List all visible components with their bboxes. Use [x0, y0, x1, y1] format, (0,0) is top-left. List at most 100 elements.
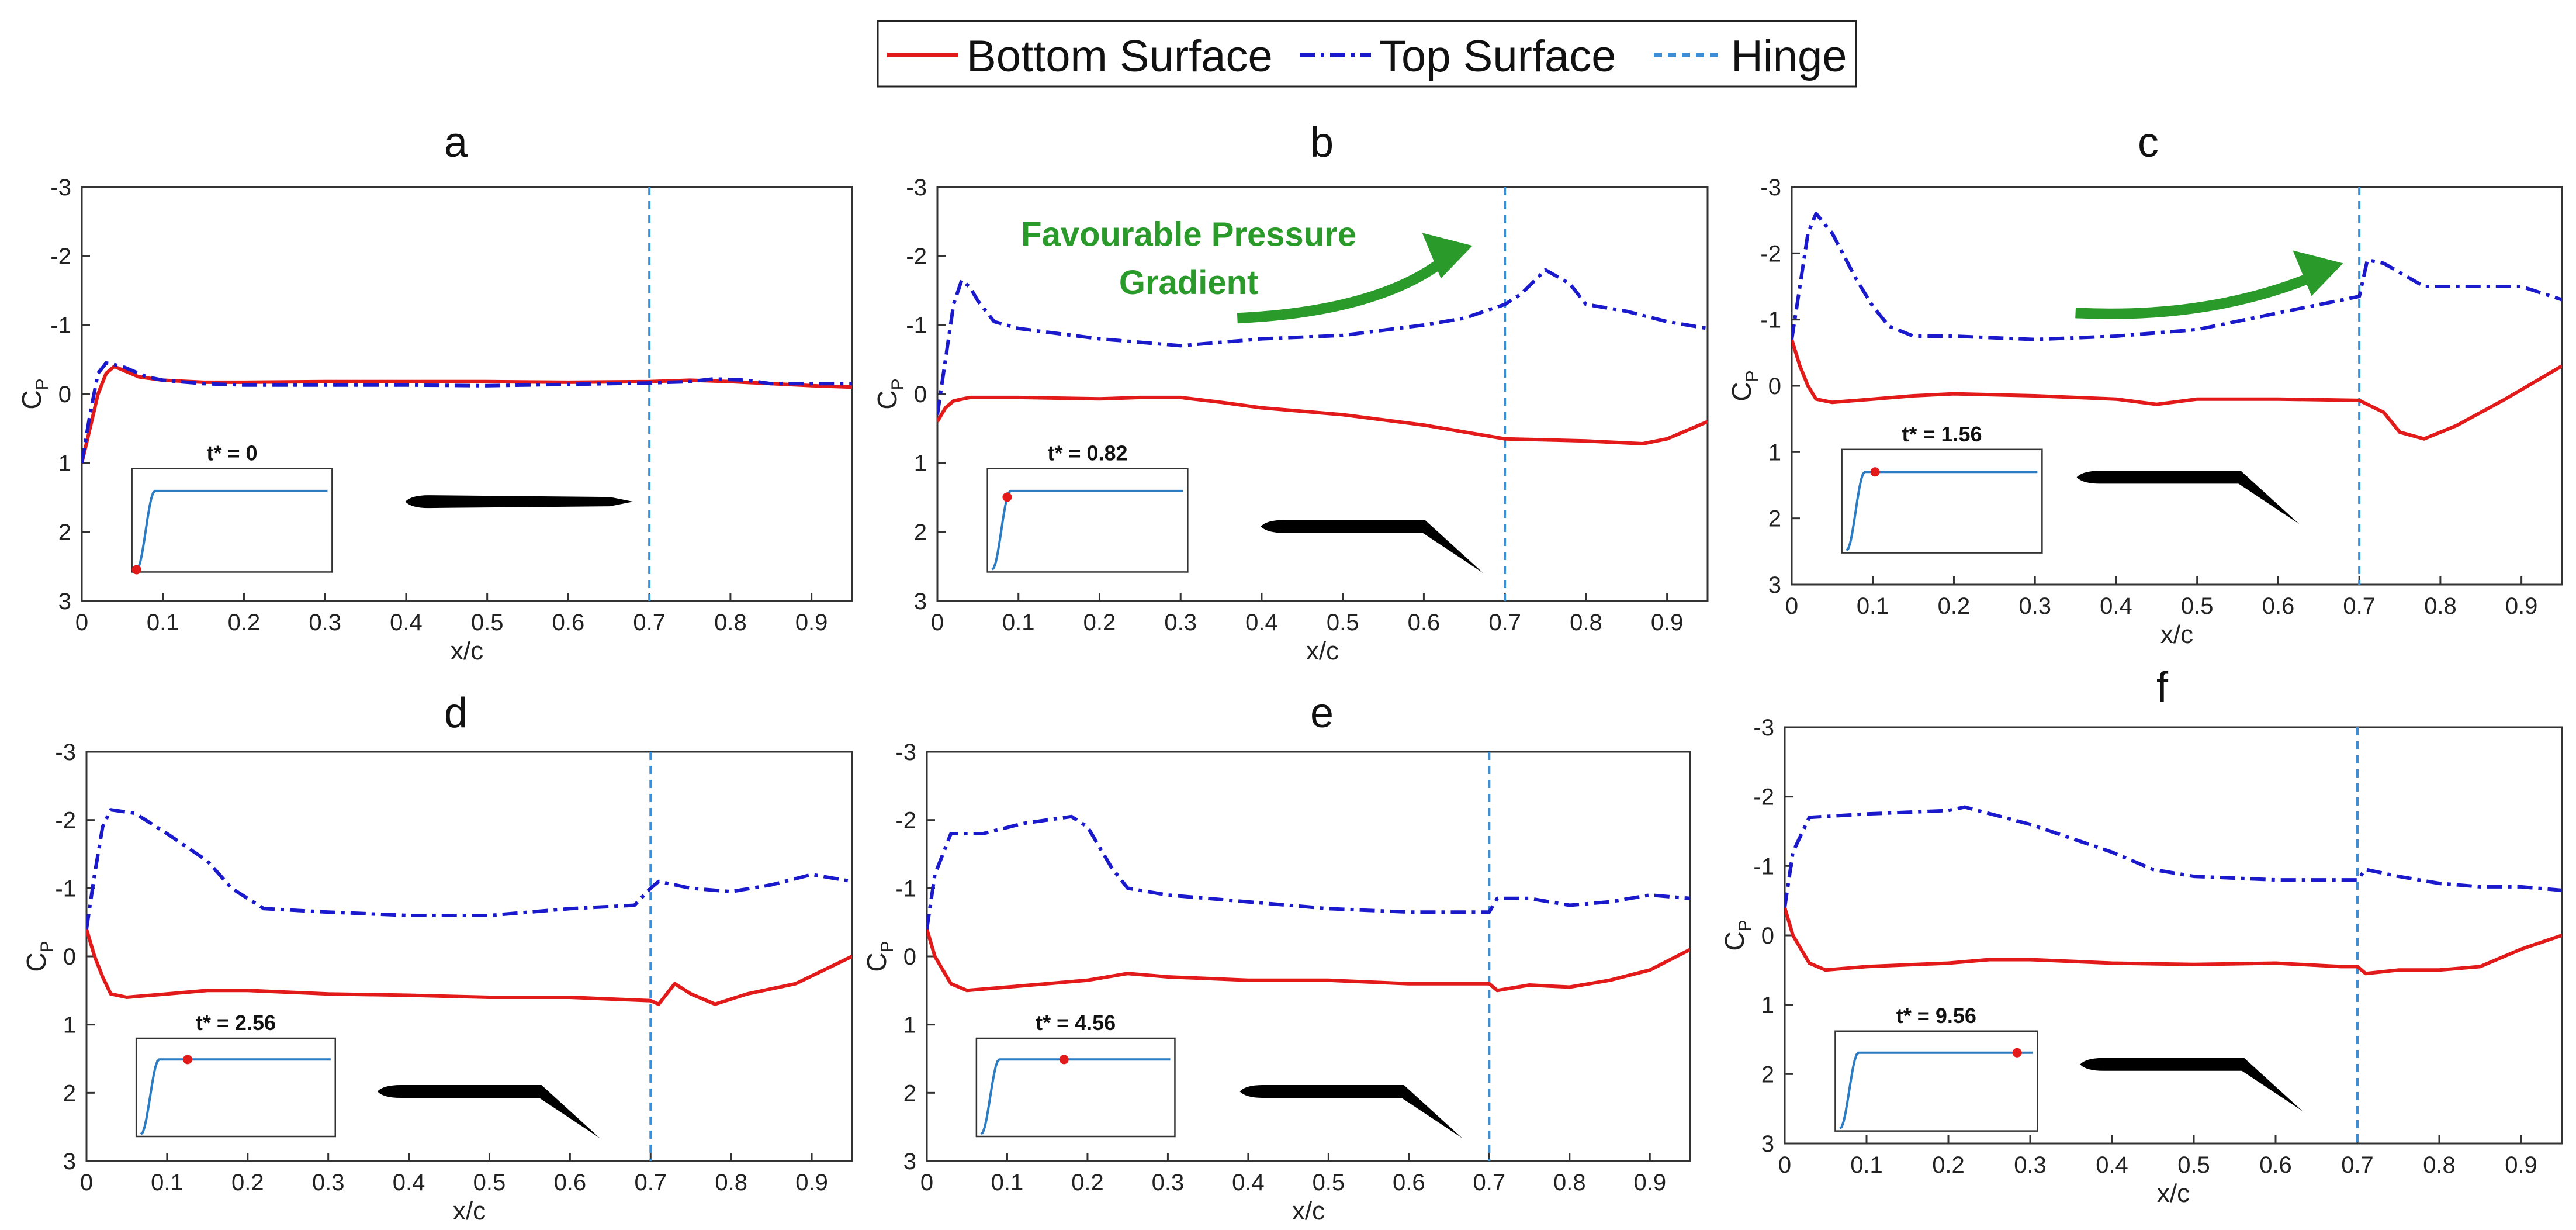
x-tick-label: 0.9	[1651, 610, 1684, 635]
x-tick-label: 0.1	[1002, 610, 1035, 635]
inset-frame	[1834, 1030, 2038, 1132]
airfoil-silhouette	[1261, 520, 1484, 573]
airfoil-silhouette	[1239, 1085, 1463, 1138]
x-tick-label: 0.9	[2505, 593, 2538, 619]
inset-curve	[1839, 1051, 2033, 1130]
y-tick-label: -1	[50, 313, 71, 338]
y-tick-label: -2	[55, 808, 76, 834]
y-tick-label: 1	[1761, 993, 1774, 1018]
y-tick-label: 0	[903, 944, 916, 970]
gradient-arrow-shaft	[2075, 269, 2322, 319]
x-tick-label: 0.7	[1473, 1170, 1506, 1196]
y-tick-label: -3	[906, 175, 927, 201]
inset-label: t* = 4.56	[1036, 1011, 1116, 1035]
subplot-title: c	[2138, 119, 2159, 166]
y-tick-label: 0	[63, 944, 76, 970]
series-bottom-surface	[937, 395, 1708, 445]
inset-frame	[131, 468, 333, 573]
x-tick-label: 0.5	[2177, 1152, 2210, 1178]
x-tick-label: 0.3	[2014, 1152, 2047, 1178]
legend-label-bottom-surface: Bottom Surface	[967, 32, 1273, 81]
x-tick-label: 0.1	[1857, 593, 1889, 619]
subplot-f: f 0 0.1 0.2 0.3 0.4 0.5 0.6 0.7 0.8 0.9 -3 -2 -1 0 1 2 3 x…	[1719, 664, 2563, 1208]
y-tick-label: -1	[55, 876, 76, 901]
x-tick-label: 0.4	[2100, 593, 2132, 619]
x-tick-label: 0.7	[2343, 593, 2376, 619]
inset-marker	[1059, 1055, 1069, 1065]
x-tick-label: 0.9	[795, 1170, 828, 1196]
inset-label: t* = 0	[206, 441, 257, 465]
x-tick-label: 0.4	[1245, 610, 1278, 635]
y-tick-label: -1	[1753, 854, 1774, 879]
airfoil-silhouette	[377, 1085, 600, 1138]
inset-label: t* = 1.56	[1902, 422, 1982, 446]
gradient-arrowhead	[1422, 233, 1473, 279]
subplot-title: d	[444, 690, 468, 737]
y-tick-label: 1	[63, 1013, 76, 1038]
x-tick-label: 0.8	[715, 1170, 747, 1196]
x-tick-label: 0.2	[231, 1170, 264, 1196]
inset-label: t* = 0.82	[1047, 441, 1127, 465]
x-tick-label: 0	[1778, 1152, 1791, 1178]
series-top-surface	[1792, 212, 2562, 341]
x-tick-label: 0.4	[393, 1170, 425, 1196]
y-tick-label: 1	[1768, 440, 1781, 465]
x-tick-label: 0.4	[1232, 1170, 1265, 1196]
x-tick-label: 0.5	[473, 1170, 506, 1196]
subplot-b: b 0 0.1 0.2 0.3 0.4 0.5 0.6 0.7 0.8 0.9 -3 -2 -1 0 1 2 3 x…	[872, 119, 1709, 665]
y-tick-label: -2	[1760, 241, 1781, 267]
y-tick-label: -3	[895, 740, 916, 765]
subplot-title: b	[1310, 119, 1334, 166]
subplot-a: a 0 0.1 0.2 0.3 0.4 0.5 0.6 0.7 0.8 0.9 -3 -2 -1 0 1 2 3 x…	[16, 119, 853, 665]
inset-marker	[1870, 467, 1880, 477]
x-tick-label: 0.7	[633, 610, 666, 635]
legend-label-hinge: Hinge	[1731, 32, 1847, 81]
x-tick-label: 0.6	[552, 610, 585, 635]
y-tick-label: 3	[1761, 1131, 1774, 1157]
y-tick-label: 3	[1768, 572, 1781, 598]
y-tick-label: -3	[1760, 175, 1781, 201]
x-tick-label: 0.6	[1393, 1170, 1425, 1196]
x-axis-label: x/c	[2160, 620, 2193, 649]
y-tick-label: 0	[1761, 923, 1774, 949]
x-axis-label: x/c	[1306, 637, 1339, 665]
x-tick-label: 0.5	[471, 610, 504, 635]
inset-marker	[1002, 492, 1012, 502]
x-tick-label: 0	[931, 610, 944, 635]
x-axis-label: x/c	[453, 1197, 486, 1225]
y-tick-label: -2	[895, 808, 916, 834]
series-bottom-surface	[927, 928, 1690, 993]
x-tick-label: 0.4	[2096, 1152, 2128, 1178]
y-tick-label: 2	[1761, 1062, 1774, 1087]
subplot-title: a	[444, 119, 468, 166]
x-tick-label: 0.3	[309, 610, 341, 635]
x-tick-label: 0.9	[795, 610, 828, 635]
gradient-arrowhead	[2293, 250, 2343, 296]
x-tick-label: 0.9	[2505, 1152, 2537, 1178]
x-tick-label: 0.6	[554, 1170, 587, 1196]
inset-curve	[136, 489, 328, 571]
x-tick-label: 0.8	[1553, 1170, 1586, 1196]
series-bottom-surface	[1792, 338, 2562, 441]
subplot-e: e 0 0.1 0.2 0.3 0.4 0.5 0.6 0.7 0.8 0.9 -3 -2 -1 0 1 2 3 x…	[861, 690, 1691, 1225]
x-tick-label: 0.3	[1164, 610, 1197, 635]
x-tick-label: 0.5	[1327, 610, 1359, 635]
series-bottom-surface	[82, 364, 852, 464]
y-tick-label: -3	[55, 740, 76, 765]
series-top-surface	[82, 361, 852, 464]
x-tick-label: 0	[920, 1170, 933, 1196]
y-tick-label: 0	[914, 382, 927, 407]
inset-label: t* = 2.56	[196, 1011, 276, 1035]
subplot-d: d 0 0.1 0.2 0.3 0.4 0.5 0.6 0.7 0.8 0.9 -3 -2 -1 0 1 2 3 x…	[21, 690, 853, 1225]
x-tick-label: 0.1	[147, 610, 179, 635]
x-tick-label: 0.7	[2341, 1152, 2374, 1178]
y-axis-label: CP	[872, 378, 908, 409]
x-tick-label: 0.2	[1071, 1170, 1104, 1196]
inset-frame	[1841, 448, 2043, 554]
y-tick-label: -2	[50, 244, 71, 270]
x-tick-label: 0.9	[1633, 1170, 1666, 1196]
subplot-title: e	[1310, 690, 1334, 737]
x-tick-label: 0.3	[2018, 593, 2051, 619]
x-tick-label: 0	[80, 1170, 93, 1196]
